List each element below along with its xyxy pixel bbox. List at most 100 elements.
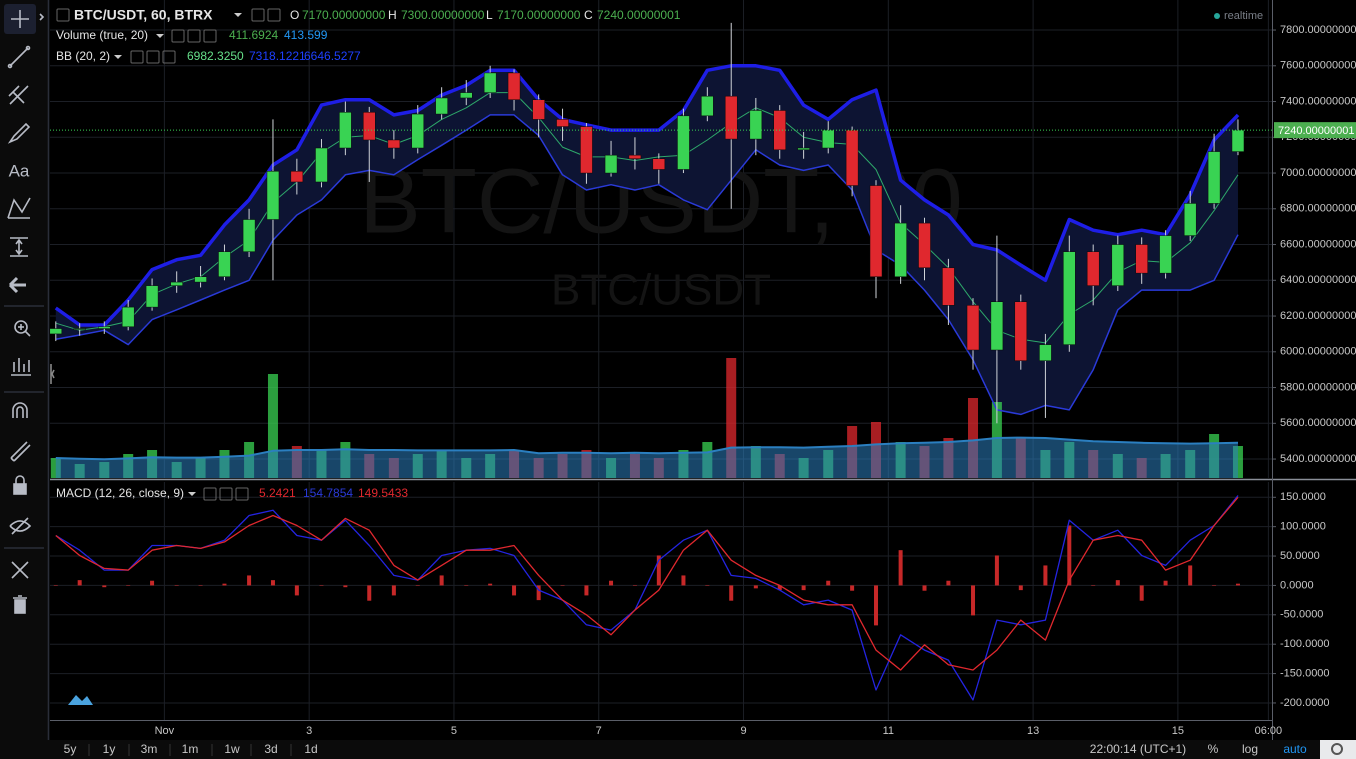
last-price-label: 7240.00000001 xyxy=(1278,125,1354,137)
candle-body xyxy=(724,95,738,140)
auto-toggle[interactable]: auto xyxy=(1283,742,1307,756)
back-arrow[interactable] xyxy=(8,276,26,294)
range-button[interactable]: 1m xyxy=(182,742,199,756)
measure-tool[interactable] xyxy=(10,237,28,257)
macd-histogram-bar xyxy=(922,585,927,591)
macd-histogram-bar xyxy=(1139,585,1144,601)
bb-lower xyxy=(55,114,1239,416)
text-tool[interactable]: Aa xyxy=(9,161,30,180)
x-tick-label: 9 xyxy=(740,725,746,737)
x-tick-label: 15 xyxy=(1172,725,1184,737)
candle-body xyxy=(290,171,304,183)
legend-icon[interactable] xyxy=(130,50,144,64)
settings-gear[interactable] xyxy=(1331,743,1343,755)
legend-icon[interactable] xyxy=(203,29,217,43)
y-tick-label: 6800.00000000 xyxy=(1280,203,1356,215)
candle-body xyxy=(966,305,980,351)
dropdown-arrow[interactable] xyxy=(234,13,242,17)
candle-body xyxy=(483,72,497,93)
y-tick-label: 6400.00000000 xyxy=(1280,274,1356,286)
indicator-value: 6646.5277 xyxy=(304,49,361,63)
lock-tool[interactable] xyxy=(13,475,27,495)
macd-histogram-bar xyxy=(705,585,710,586)
zoom-tool[interactable] xyxy=(14,320,31,337)
range-button[interactable]: 5y xyxy=(64,742,77,756)
candle-body xyxy=(242,219,256,252)
candle-body xyxy=(918,222,931,269)
magnet-tool[interactable] xyxy=(12,402,28,418)
log-toggle[interactable]: log xyxy=(1242,742,1258,756)
candle-body xyxy=(121,306,135,328)
candle-body xyxy=(98,326,111,329)
macd-histogram-bar xyxy=(343,585,348,588)
range-button[interactable]: 1d xyxy=(304,742,317,756)
legend-icon[interactable] xyxy=(219,487,233,501)
candle-body xyxy=(580,126,593,174)
dropdown-arrow[interactable] xyxy=(114,55,122,59)
candle-body xyxy=(990,301,1004,351)
legend-icon[interactable] xyxy=(203,487,217,501)
macd-value: 149.5433 xyxy=(358,486,408,500)
legend-icon[interactable] xyxy=(187,29,201,43)
macd-histogram-bar xyxy=(270,580,275,586)
macd-histogram-bar xyxy=(777,585,782,591)
candle-body xyxy=(1159,235,1172,274)
collapse-handle[interactable] xyxy=(50,364,55,384)
pitchfork-tool[interactable] xyxy=(8,85,29,105)
dropdown-arrow[interactable] xyxy=(188,492,196,496)
expand-arrow[interactable] xyxy=(39,13,45,21)
candle-body xyxy=(170,281,183,286)
delete-tool[interactable] xyxy=(13,595,27,614)
macd-histogram-bar xyxy=(946,580,951,586)
bars-tool[interactable] xyxy=(11,358,31,376)
macd-histogram-bar xyxy=(53,585,58,586)
macd-histogram-bar xyxy=(1115,580,1120,586)
legend-icon[interactable] xyxy=(251,8,265,22)
toolbar: Aa xyxy=(0,0,55,740)
y-tick-label: 50.0000 xyxy=(1280,550,1320,562)
candle-body xyxy=(556,119,569,127)
legend-icon[interactable] xyxy=(267,8,281,22)
crosshair-tool[interactable] xyxy=(11,10,29,28)
legend-icon[interactable] xyxy=(56,8,70,22)
x-tick-label: 3 xyxy=(306,725,312,737)
clock: 22:00:14 (UTC+1) xyxy=(1090,742,1186,756)
range-button[interactable]: 3d xyxy=(264,742,277,756)
macd-histogram-bar xyxy=(681,575,686,586)
legend-icon[interactable] xyxy=(235,487,249,501)
range-button[interactable]: 3m xyxy=(141,742,158,756)
legend-icon[interactable] xyxy=(146,50,160,64)
dropdown-arrow[interactable] xyxy=(156,34,164,38)
candle-body xyxy=(749,110,763,140)
legend-icon[interactable] xyxy=(171,29,185,43)
candle-body xyxy=(628,154,642,159)
legend-icon[interactable] xyxy=(162,50,176,64)
percent-toggle[interactable]: % xyxy=(1208,742,1219,756)
brush-tool[interactable] xyxy=(7,122,31,144)
pattern-tool[interactable] xyxy=(7,197,31,219)
trendline-tool[interactable] xyxy=(7,45,31,69)
draw-mode-tool[interactable] xyxy=(10,441,31,462)
candle-body xyxy=(411,113,425,149)
settings-tool[interactable] xyxy=(11,561,29,579)
volume-bar xyxy=(267,374,278,478)
ohlc-label: H xyxy=(388,8,397,22)
macd-histogram-bar xyxy=(391,585,396,596)
range-button[interactable]: 1w xyxy=(224,742,240,756)
ohlc-value: 7170.00000000 xyxy=(497,8,581,22)
range-button[interactable]: 1y xyxy=(103,742,116,756)
macd-histogram-bar xyxy=(1067,525,1072,586)
macd-histogram-bar xyxy=(632,585,637,586)
macd-histogram-bar xyxy=(415,585,420,586)
candle-body xyxy=(1207,151,1221,204)
macd-value: 154.7854 xyxy=(303,486,353,500)
price-pane xyxy=(50,22,1245,478)
macd-histogram-bar xyxy=(850,585,855,591)
macd-pane xyxy=(53,495,1240,701)
y-tick-label: 7000.00000000 xyxy=(1280,167,1356,179)
x-tick-label: Nov xyxy=(155,725,175,737)
macd-histogram-bar xyxy=(150,580,155,586)
macd-histogram-bar xyxy=(874,585,879,626)
y-tick-label: -50.0000 xyxy=(1280,609,1323,621)
hide-tool[interactable] xyxy=(9,517,32,535)
